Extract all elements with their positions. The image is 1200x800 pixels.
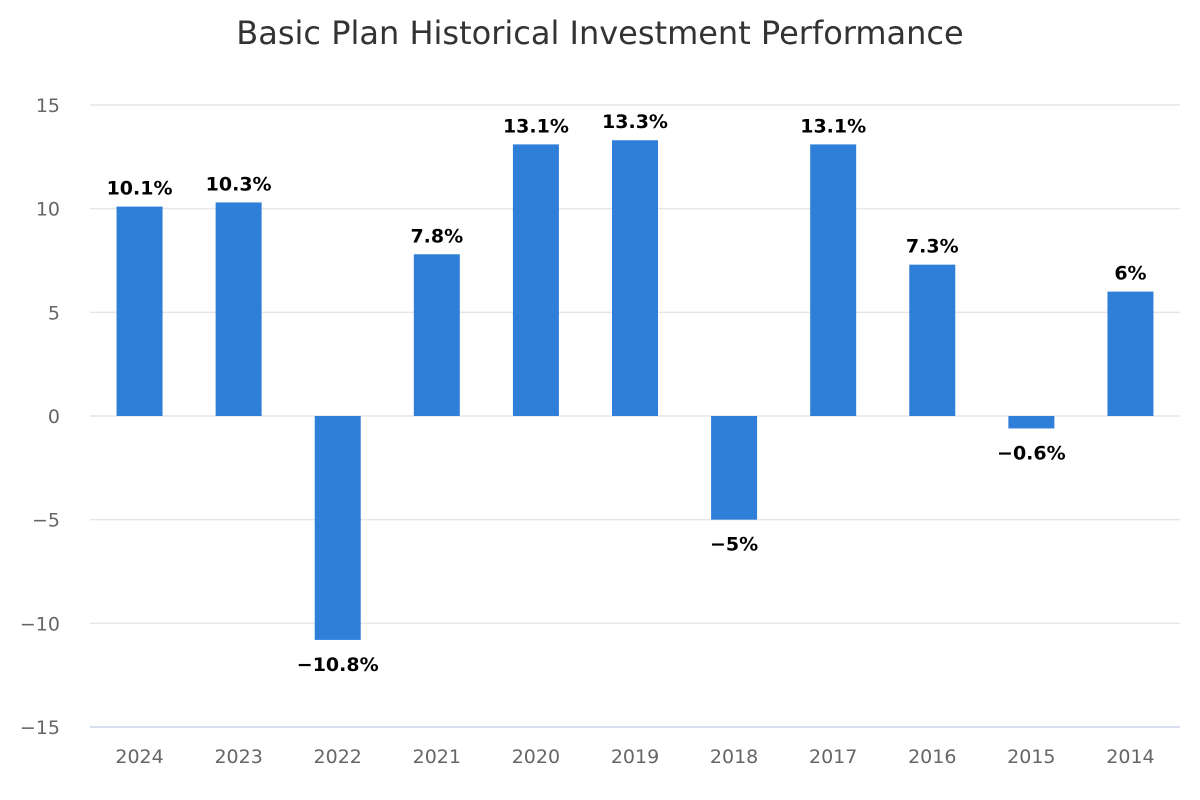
x-axis-ticks: 2024 2023 2022 2021 2020 2019 2018 2017 2016 2015… bbox=[115, 746, 1154, 768]
bars bbox=[116, 140, 1154, 640]
x-tick-label: 2019 bbox=[611, 746, 659, 768]
bar-2017[interactable] bbox=[810, 144, 857, 417]
x-tick-label: 2022 bbox=[314, 746, 362, 768]
y-tick-label: 15 bbox=[36, 95, 60, 117]
bar-2020[interactable] bbox=[512, 144, 559, 417]
x-tick-label: 2014 bbox=[1106, 746, 1154, 768]
data-label: 10.3% bbox=[206, 173, 272, 195]
x-tick-label: 2021 bbox=[413, 746, 461, 768]
data-label: 10.1% bbox=[107, 178, 173, 200]
bar-2019[interactable] bbox=[612, 140, 658, 416]
bar-2021[interactable] bbox=[413, 254, 460, 416]
y-axis-ticks: 15 10 5 0 −5 −10 −15 bbox=[20, 95, 60, 739]
data-label: −10.8% bbox=[297, 654, 379, 676]
bar-2024[interactable] bbox=[116, 206, 163, 416]
x-tick-label: 2018 bbox=[710, 746, 758, 768]
chart-title: Basic Plan Historical Investment Perform… bbox=[236, 14, 964, 52]
bar-2016[interactable] bbox=[909, 264, 956, 416]
data-labels: 10.1% 10.3% −10.8% 7.8% 13.1% 13.3% −5% 13.1% 7.… bbox=[107, 111, 1147, 676]
data-label: 13.1% bbox=[503, 115, 569, 137]
bar-2023[interactable] bbox=[215, 202, 262, 416]
data-label: 13.1% bbox=[800, 115, 866, 137]
data-label: 7.8% bbox=[410, 225, 463, 247]
x-tick-label: 2023 bbox=[214, 746, 262, 768]
y-tick-label: 5 bbox=[48, 302, 60, 324]
y-tick-label: −15 bbox=[20, 717, 60, 739]
data-label: 13.3% bbox=[602, 111, 668, 133]
data-label: −0.6% bbox=[997, 442, 1066, 464]
x-tick-label: 2015 bbox=[1007, 746, 1055, 768]
bar-2018[interactable] bbox=[711, 416, 758, 520]
bar-2022[interactable] bbox=[314, 416, 361, 640]
data-label: 7.3% bbox=[906, 236, 959, 258]
x-tick-label: 2020 bbox=[512, 746, 560, 768]
x-tick-label: 2016 bbox=[908, 746, 956, 768]
y-tick-label: 10 bbox=[36, 199, 60, 221]
bar-2014[interactable] bbox=[1107, 291, 1154, 416]
y-tick-label: 0 bbox=[48, 406, 60, 428]
y-tick-label: −5 bbox=[32, 510, 60, 532]
data-label: −5% bbox=[710, 534, 758, 556]
y-tick-label: −10 bbox=[20, 613, 60, 635]
x-tick-label: 2017 bbox=[809, 746, 857, 768]
data-label: 6% bbox=[1114, 263, 1146, 285]
bar-2015[interactable] bbox=[1008, 416, 1055, 429]
x-tick-label: 2024 bbox=[115, 746, 163, 768]
